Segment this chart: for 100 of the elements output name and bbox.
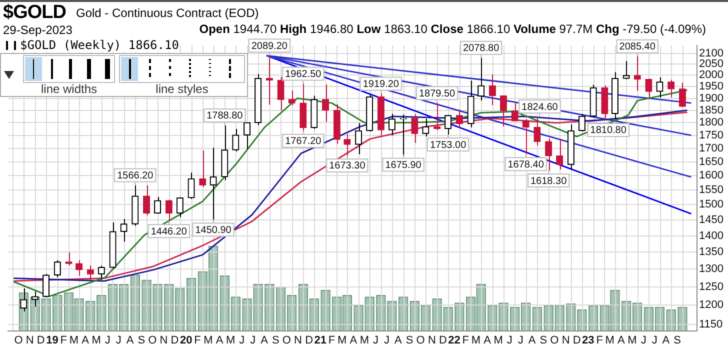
x-tick-label: J xyxy=(250,334,256,347)
annotation: 1450.90 xyxy=(195,224,232,236)
annotation: 1919.20 xyxy=(362,79,400,90)
x-tick-label: F xyxy=(462,334,470,347)
x-tick-label: S xyxy=(406,334,414,347)
x-tick-label: F xyxy=(596,334,604,347)
chart-title: $GOLD xyxy=(3,2,66,24)
x-tick-label: F xyxy=(194,334,202,347)
x-tick-label: J xyxy=(506,334,512,347)
x-tick-label: A xyxy=(260,334,269,347)
y-tick-label: 1300 xyxy=(699,263,724,276)
y-tick-label: 1500 xyxy=(699,198,724,211)
y-tick-label: 1150 xyxy=(699,318,723,330)
y-tick-label: 1900 xyxy=(699,92,724,104)
x-tick-label: A xyxy=(618,334,626,347)
y-tick-label: 2100 xyxy=(699,47,724,60)
x-tick-label: N xyxy=(294,334,302,347)
x-tick-label: J xyxy=(239,334,245,347)
annotation: 2089.20 xyxy=(251,40,288,52)
x-tick-label: M xyxy=(337,334,347,347)
x-tick-label: M xyxy=(494,334,503,347)
text: 29-Sep-2023 xyxy=(3,23,72,37)
y-tick-label: 2050 xyxy=(699,58,724,70)
y-tick-label: 1750 xyxy=(699,129,724,142)
annotation: 1962.50 xyxy=(285,68,322,80)
x-tick-label: J xyxy=(640,334,646,347)
x-tick-label: M xyxy=(628,334,637,347)
x-tick-label: N xyxy=(562,334,570,347)
annotation: 1879.50 xyxy=(418,88,456,100)
x-tick-label: F xyxy=(60,334,68,347)
x-tick-label: D xyxy=(36,334,45,347)
x-tick-label: 19 xyxy=(46,334,58,347)
x-tick-label: A xyxy=(484,334,492,347)
annotation: 1824.60 xyxy=(522,102,558,113)
x-tick-label: A xyxy=(528,334,536,347)
x-tick-label: O xyxy=(550,334,560,347)
x-tick-label: M xyxy=(204,334,213,347)
x-tick-label: M xyxy=(92,334,101,347)
y-tick-label: 1700 xyxy=(699,142,724,154)
x-tick-label: M xyxy=(471,334,481,347)
x-tick-label: M xyxy=(605,334,614,347)
x-tick-label: J xyxy=(104,334,110,347)
x-tick-label: 23 xyxy=(582,334,594,347)
y-tick-label: 1650 xyxy=(699,156,724,168)
annotation: 1618.30 xyxy=(530,176,568,187)
annotation: line widths xyxy=(40,82,98,96)
x-tick-label: O xyxy=(282,334,292,347)
tool-palette: line widths line styles xyxy=(0,53,248,97)
x-tick-label: N xyxy=(26,334,34,347)
x-tick-label: S xyxy=(272,334,280,347)
x-tick-label: A xyxy=(216,334,224,347)
x-tick-label: J xyxy=(384,334,390,347)
x-tick-label: O xyxy=(148,334,158,347)
annotation: $GOLD (Weekly) 1866.10 xyxy=(6,38,179,52)
x-tick-label: O xyxy=(416,334,426,347)
x-tick-label: M xyxy=(226,334,236,347)
x-tick-label: A xyxy=(662,334,670,347)
x-tick-label: S xyxy=(674,334,681,347)
y-tick-label: 1600 xyxy=(699,170,724,182)
y-tick-label: 1800 xyxy=(699,116,724,129)
x-tick-label: 22 xyxy=(448,334,460,347)
x-tick-label: D xyxy=(572,334,581,347)
annotation: 1566.20 xyxy=(117,170,154,182)
annotation: 1673.30 xyxy=(329,160,366,172)
x-tick-label: D xyxy=(438,334,447,347)
x-tick-label: A xyxy=(126,334,134,347)
x-tick-label: D xyxy=(170,334,179,347)
y-tick-label: 1200 xyxy=(699,299,724,312)
annotation: 1678.40 xyxy=(508,159,544,170)
x-tick-label: S xyxy=(138,334,146,347)
x-tick-label: N xyxy=(160,334,168,347)
y-tick-label: 2000 xyxy=(699,69,724,82)
annotation: 1810.80 xyxy=(590,125,627,136)
x-tick-label: A xyxy=(350,334,358,347)
annotation: 2078.80 xyxy=(462,43,500,54)
annotation: 1446.20 xyxy=(150,226,188,238)
y-tick-label: 1400 xyxy=(699,230,724,242)
y-tick-label: 1250 xyxy=(699,280,724,293)
x-tick-label: J xyxy=(652,334,658,347)
x-tick-label: M xyxy=(360,334,370,347)
y-tick-label: 1550 xyxy=(699,184,724,196)
x-tick-label: A xyxy=(394,334,402,347)
annotation: line styles xyxy=(154,82,210,96)
chart-subtitle: Gold - Continuous Contract (EOD) xyxy=(76,6,259,20)
text: Open 1944.70 High 1946.80 Low 1863.10 Close 1866.10 Volume 97.7M Chg -79.50 (-4.09%) xyxy=(199,22,706,36)
x-tick-label: S xyxy=(540,334,548,347)
y-tick-label: 1350 xyxy=(699,246,724,258)
annotation: 2085.40 xyxy=(619,42,656,53)
y-tick-label: 1850 xyxy=(699,104,724,116)
annotation: 1788.80 xyxy=(206,110,244,122)
x-tick-label: 20 xyxy=(180,334,192,347)
x-tick-label: J xyxy=(518,334,524,347)
x-tick-label: 21 xyxy=(314,334,327,347)
x-tick-label: J xyxy=(373,334,379,347)
x-tick-label: O xyxy=(14,334,24,347)
annotation: 1753.00 xyxy=(430,140,467,151)
y-tick-label: 1950 xyxy=(699,80,724,93)
x-tick-label: F xyxy=(328,334,336,347)
x-tick-label: A xyxy=(82,334,90,347)
x-tick-label: M xyxy=(69,334,78,347)
